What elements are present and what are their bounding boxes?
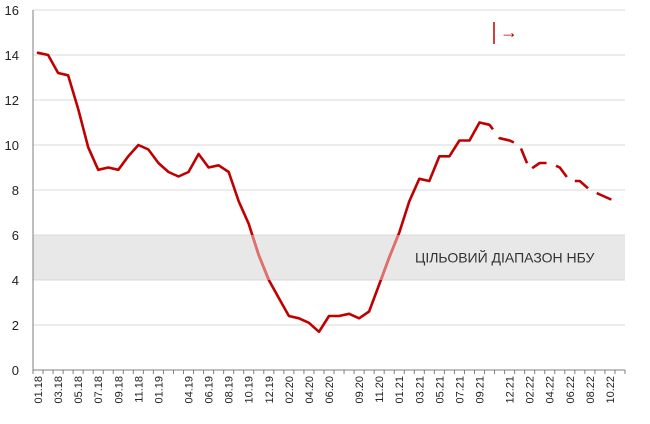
x-tick-label: 05.21	[434, 376, 446, 404]
x-tick-label: 11.20	[374, 376, 386, 403]
x-tick-label: 07.21	[454, 376, 466, 404]
forecast-marker: →	[493, 22, 518, 44]
y-tick-label: 16	[5, 3, 19, 18]
y-tick-labels: 0 2 4 6 8 10 12 14 16	[5, 3, 19, 378]
x-tick-label: 08.19	[224, 376, 236, 404]
x-tick-label: 09.20	[354, 376, 366, 404]
x-tick-label: 05.18	[73, 376, 85, 404]
x-tick-label: 02.22	[525, 376, 537, 404]
target-band-rect	[33, 235, 625, 280]
y-tick-label: 14	[5, 48, 19, 63]
x-tick-label: 04.22	[545, 376, 557, 404]
x-tick-label: 10.22	[605, 376, 617, 404]
forecast-marker-arrow: →	[500, 22, 518, 42]
x-tick-label: 11.18	[133, 376, 145, 403]
x-tick-label: 09.18	[113, 376, 125, 404]
x-tick-label: 06.20	[324, 376, 336, 404]
x-tick-label: 07.18	[93, 376, 105, 404]
x-tick-label: 01.19	[153, 376, 165, 404]
y-tick-label: 0	[12, 363, 19, 378]
axes	[32, 10, 626, 374]
x-tick-label: 06.22	[565, 376, 577, 404]
y-tick-label: 12	[5, 93, 19, 108]
y-tick-label: 8	[12, 183, 19, 198]
x-tick-label: 12.19	[264, 376, 276, 404]
x-tick-label: 08.22	[585, 376, 597, 404]
series-forecast-line	[479, 121, 621, 203]
x-tick-label: 04.19	[184, 376, 196, 404]
x-tick-label: 09.21	[475, 376, 487, 404]
x-tick-label: 03.18	[53, 376, 65, 404]
x-tick-label: 01.18	[33, 376, 45, 404]
y-tick-label: 2	[12, 318, 19, 333]
horizontal-gridlines	[33, 9, 625, 326]
series-actual-line	[36, 51, 481, 334]
x-tick-labels: 01.18 03.18 05.18 07.18 09.18 11.18 01.19 04.19…	[33, 376, 617, 404]
x-tick-label: 02.20	[284, 376, 296, 404]
series-actual-in-band	[250, 235, 400, 280]
x-tick-label: 04.20	[304, 376, 316, 404]
x-tick-label: 10.19	[244, 376, 256, 404]
y-tick-label: 10	[5, 138, 19, 153]
target-band	[33, 235, 625, 280]
y-tick-label: 4	[12, 273, 19, 288]
x-tick-label: 06.19	[204, 376, 216, 404]
x-tick-label: 12.21	[505, 376, 517, 404]
x-tick-label: 01.21	[394, 376, 406, 404]
series	[36, 51, 621, 334]
target-band-label: ЦІЛЬОВИЙ ДІАПАЗОН НБУ	[415, 249, 595, 266]
x-tick-label: 03.21	[414, 376, 426, 404]
y-tick-label: 6	[12, 228, 19, 243]
